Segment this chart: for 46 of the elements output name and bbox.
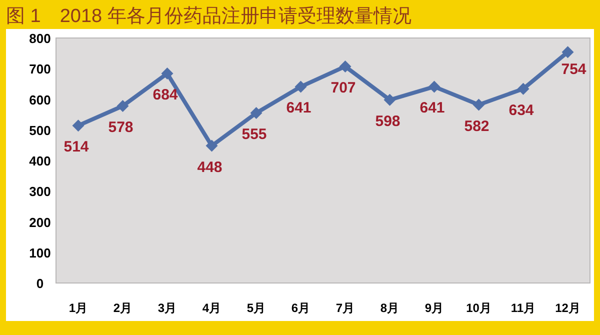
chart-title: 图 1 2018 年各月份药品注册申请受理数量情况 [6,5,412,27]
y-tick-label: 300 [29,184,51,200]
y-tick-label: 100 [29,245,51,260]
x-tick-label: 3月 [158,301,177,315]
y-tick-label: 0 [36,276,44,291]
y-tick-label: 500 [29,122,51,138]
x-tick-label: 9月 [424,301,444,315]
point [562,46,574,58]
x-tick-label: 12月 [555,301,580,315]
data-label: 634 [508,102,534,119]
x-tick-label: 8月 [380,301,400,315]
y-tick-label: 400 [29,154,51,168]
point [250,107,262,120]
data-label: 707 [330,79,356,96]
data-label: 641 [420,100,445,117]
data-label: 578 [108,118,134,136]
x-tick-label: 4月 [202,301,222,315]
point [339,60,352,72]
y-tick-label: 600 [29,92,51,108]
point [72,120,84,132]
x-tick-label: 5月 [246,301,266,315]
point [384,94,396,106]
point [517,82,530,95]
data-label: 641 [286,100,312,117]
y-tick-label: 200 [29,214,51,230]
data-label: 514 [64,138,90,156]
x-tick-label: 7月 [336,301,355,315]
point [206,140,218,152]
data-label: 582 [464,118,490,135]
point [294,80,307,93]
x-tick-label: 6月 [291,301,310,315]
x-tick-label: 11月 [510,301,536,315]
x-tick-label: 10月 [466,301,492,315]
data-label: 754 [561,61,587,78]
point [161,68,174,80]
data-label: 598 [375,112,400,130]
x-tick-label: 1月 [68,301,88,315]
point [428,80,440,93]
point [116,100,129,112]
data-label: 448 [197,158,222,176]
y-tick-label: 800 [29,31,51,46]
y-tick-label: 700 [29,62,51,77]
data-label: 555 [242,126,267,144]
data-label: 684 [152,86,178,104]
x-tick-label: 2月 [113,301,132,315]
point [472,98,485,111]
